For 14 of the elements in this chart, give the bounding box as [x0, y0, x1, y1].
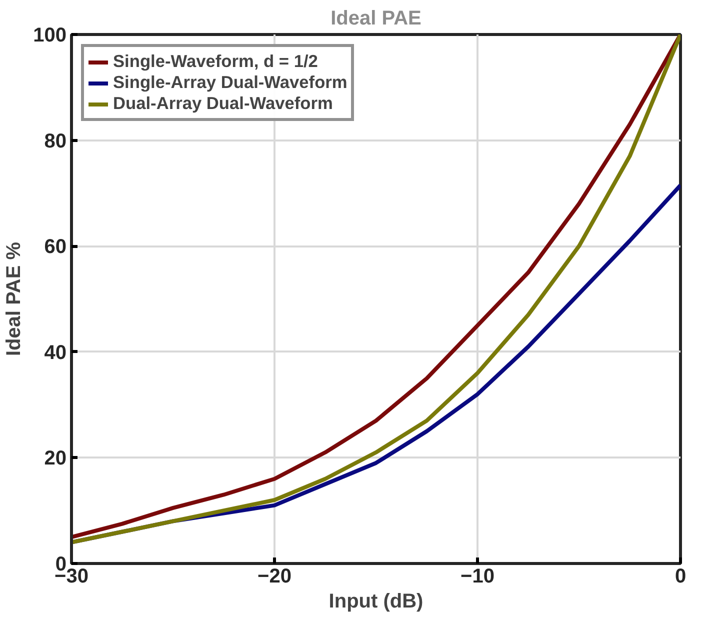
y-tick-label: 40 — [44, 342, 67, 364]
chart-title: Ideal PAE — [330, 8, 422, 30]
legend-label: Single-Waveform, d = 1/2 — [113, 51, 318, 72]
x-axis-title: Input (dB) — [328, 590, 424, 612]
x-tick-label: 0 — [674, 566, 686, 588]
y-tick-label: 100 — [33, 24, 67, 46]
y-tick-label: 80 — [44, 130, 67, 152]
legend-label: Dual-Array Dual-Waveform — [113, 93, 333, 114]
x-tick-label: −10 — [460, 566, 494, 588]
y-axis-title: Ideal PAE % — [3, 242, 26, 356]
y-tick-label: 60 — [44, 236, 67, 258]
legend-label: Single-Array Dual-Waveform — [113, 72, 348, 93]
x-tick-label: −20 — [258, 566, 292, 588]
y-tick-label: 20 — [44, 448, 67, 470]
